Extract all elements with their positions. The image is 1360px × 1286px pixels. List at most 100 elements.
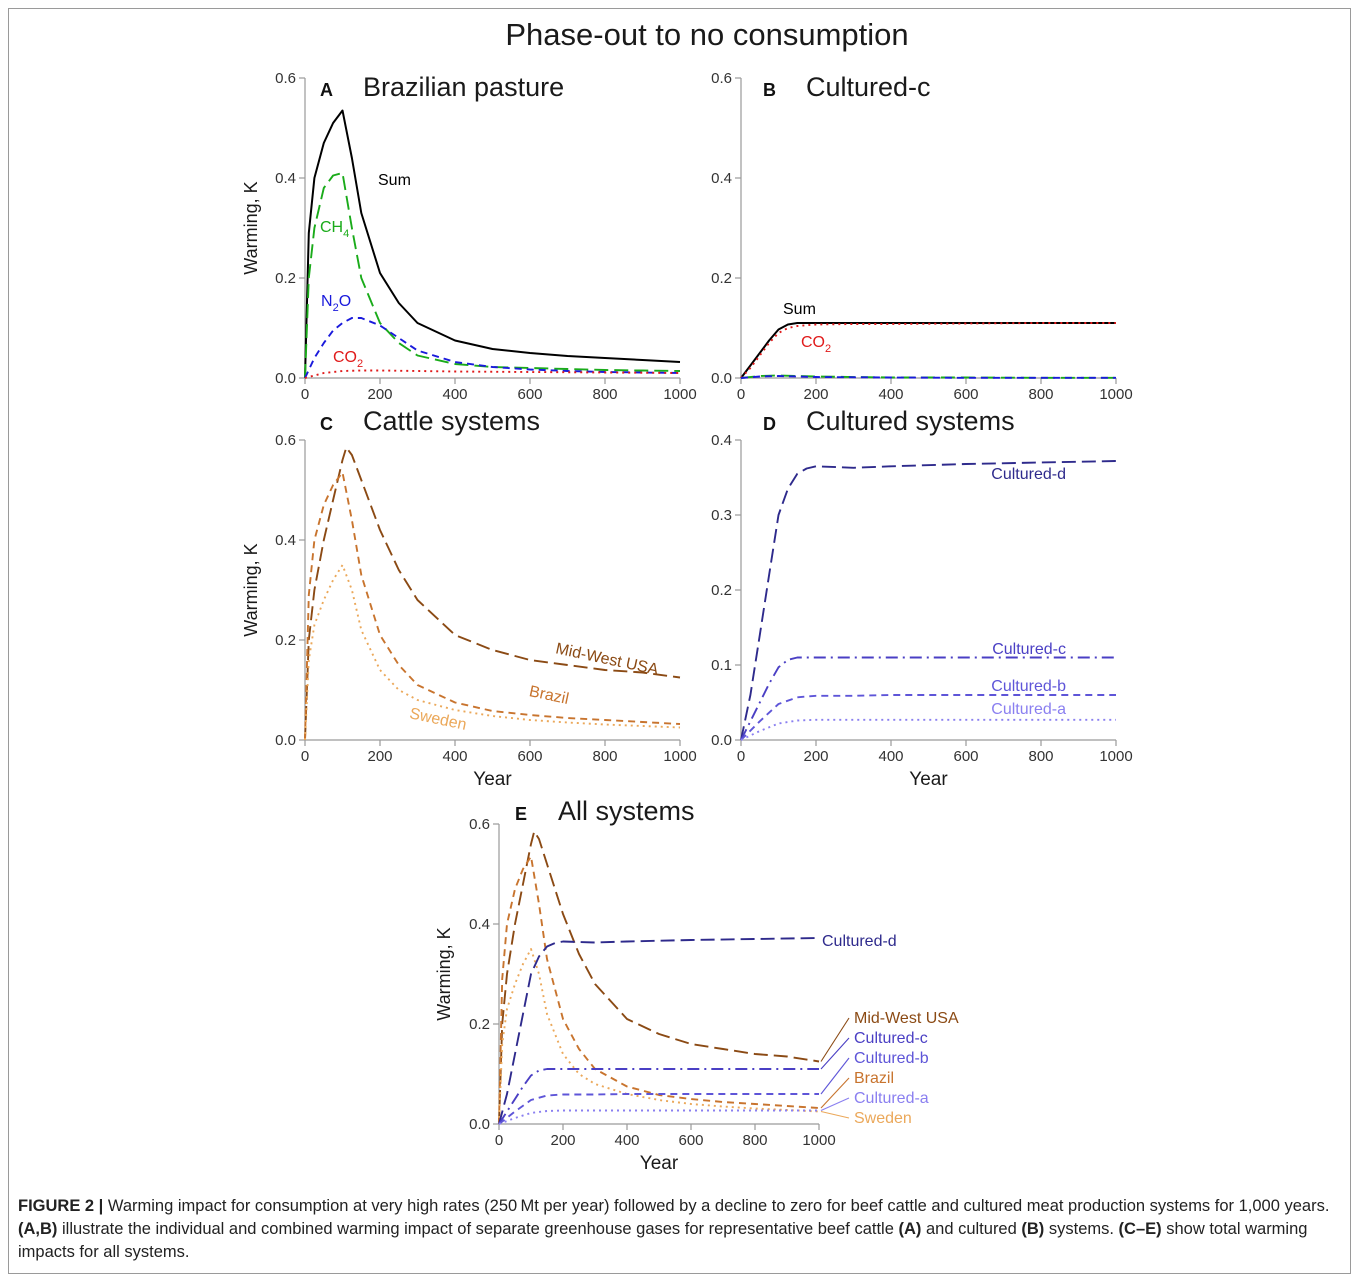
caption-fragment: (A,B) <box>18 1220 58 1238</box>
series-label-main: CO <box>333 349 357 366</box>
label-connector <box>820 1077 850 1109</box>
x-tick-label: 400 <box>442 748 467 765</box>
y-tick-label: 0.3 <box>711 507 732 524</box>
panel-letter: D <box>763 414 776 434</box>
panel-letter: B <box>763 80 776 100</box>
y-tick-label: 0.1 <box>711 657 732 674</box>
y-tick-label: 0.4 <box>711 432 732 449</box>
figure-frame <box>8 8 1351 1274</box>
series-line-mid-west-usa <box>498 830 820 1125</box>
series-line-cultured-b <box>498 1093 819 1125</box>
y-tick-label: 0.0 <box>711 370 732 387</box>
series-line-sum <box>304 109 681 379</box>
y-tick-label: 0.6 <box>711 70 732 87</box>
y-tick-label: 0.0 <box>275 732 296 749</box>
series-line-co2 <box>740 322 1116 379</box>
series-label: Sweden <box>408 705 468 734</box>
y-tick-label: 0.0 <box>275 370 296 387</box>
figure-canvas: Phase-out to no consumption 0.0 0.2 0.4 0.6… <box>241 17 1133 1174</box>
panel-title: Brazilian pasture <box>363 72 564 102</box>
y-tick-label: 0.2 <box>469 1016 490 1033</box>
caption-fragment: (A) <box>898 1220 922 1238</box>
series-label: Cultured-c <box>854 1030 928 1047</box>
series-label: Brazil <box>528 683 571 708</box>
x-tick-label: 0 <box>737 386 745 403</box>
label-connector <box>820 1110 850 1119</box>
series-label: Cultured-b <box>854 1050 929 1067</box>
x-tick-label: 800 <box>1028 748 1053 765</box>
series-line-cultured-d <box>740 460 1117 741</box>
series-label-main: N <box>321 293 333 310</box>
label-connector <box>820 1037 850 1070</box>
panel-d: 0.0 0.1 0.2 0.3 0.4 0 200 400 600 800 1000 D Culture… <box>711 406 1133 790</box>
y-tick-label: 0.2 <box>275 270 296 287</box>
series-line-cultured-d <box>498 937 820 1125</box>
y-axis-label: Warming, K <box>241 181 261 274</box>
panel-title: Cultured systems <box>806 406 1015 436</box>
panel-letter: C <box>320 414 333 434</box>
panel-c: 0.0 0.2 0.4 0.6 0 200 400 600 800 1000 C Cattle sys… <box>241 406 697 790</box>
series-label-sub: 4 <box>343 228 349 240</box>
x-tick-label: 0 <box>301 386 309 403</box>
series-line-n2o <box>304 317 681 379</box>
y-tick-label: 0.6 <box>469 816 490 833</box>
panels-group: 0.0 0.2 0.4 0.6 0 200 400 600 800 1000 A Brazilian … <box>241 70 1133 1174</box>
x-tick-label: 600 <box>953 386 978 403</box>
x-tick-label: 600 <box>953 748 978 765</box>
x-tick-label: 1000 <box>1099 748 1132 765</box>
caption-fragment: illustrate the individual and combined w… <box>57 1220 899 1238</box>
caption-fragment: (C–E) <box>1118 1220 1162 1238</box>
x-tick-label: 1000 <box>802 1132 835 1149</box>
panel-letter: A <box>320 80 333 100</box>
x-axis-label: Year <box>909 769 948 790</box>
panel-title: All systems <box>558 796 695 826</box>
series-label: N2O <box>321 293 351 314</box>
series-line-cultured-a <box>498 1109 819 1125</box>
x-tick-label: 800 <box>742 1132 767 1149</box>
caption-label: FIGURE 2 | <box>18 1197 104 1215</box>
series-label: Cultured-c <box>992 641 1066 658</box>
x-tick-label: 800 <box>1028 386 1053 403</box>
panel-a: 0.0 0.2 0.4 0.6 0 200 400 600 800 1000 A Brazilian … <box>241 70 697 403</box>
series-line-ch4 <box>304 172 681 379</box>
y-tick-label: 0.0 <box>469 1116 490 1133</box>
series-line-co2 <box>304 369 681 379</box>
figure-main-title: Phase-out to no consumption <box>505 17 908 52</box>
label-connector <box>820 1057 850 1095</box>
y-tick-label: 0.2 <box>275 632 296 649</box>
series-line-sweden <box>498 948 820 1125</box>
x-tick-label: 600 <box>678 1132 703 1149</box>
caption-fragment: systems. <box>1044 1220 1119 1238</box>
series-label: Brazil <box>854 1070 894 1087</box>
series-label: Cultured-a <box>991 701 1066 718</box>
series-label-sub: 2 <box>825 343 831 355</box>
y-tick-label: 0.4 <box>469 916 490 933</box>
series-label: Sum <box>783 301 816 318</box>
x-tick-label: 800 <box>592 386 617 403</box>
series-line-n2o <box>740 375 1116 379</box>
label-connector <box>820 1097 850 1112</box>
series-label-sub: 2 <box>357 358 363 370</box>
x-tick-label: 400 <box>878 386 903 403</box>
panel-b: 0.0 0.2 0.4 0.6 0 200 400 600 800 1000 B Cultured-c… <box>711 70 1133 403</box>
series-label: CO2 <box>333 349 363 370</box>
x-tick-label: 400 <box>614 1132 639 1149</box>
caption-fragment: Warming impact for consumption at very h… <box>107 1197 1330 1215</box>
x-tick-label: 200 <box>550 1132 575 1149</box>
x-tick-label: 400 <box>442 386 467 403</box>
series-line-brazil <box>304 471 681 741</box>
y-tick-label: 0.6 <box>275 432 296 449</box>
series-line-brazil <box>498 855 820 1125</box>
y-tick-label: 0.6 <box>275 70 296 87</box>
x-tick-label: 600 <box>517 386 542 403</box>
caption-body: Warming impact for consumption at very h… <box>18 1197 1329 1261</box>
series-label: Sum <box>378 172 411 189</box>
series-label: Mid-West USA <box>854 1010 959 1027</box>
series-label: Sweden <box>854 1110 912 1127</box>
x-tick-label: 200 <box>803 748 828 765</box>
panel-e: 0.0 0.2 0.4 0.6 0 200 400 600 800 1000 E All system… <box>434 796 959 1174</box>
y-axis-label: Warming, K <box>434 927 454 1020</box>
x-axis-label: Year <box>473 769 512 790</box>
series-line-cultured-c <box>498 1068 819 1125</box>
x-tick-label: 1000 <box>663 386 696 403</box>
